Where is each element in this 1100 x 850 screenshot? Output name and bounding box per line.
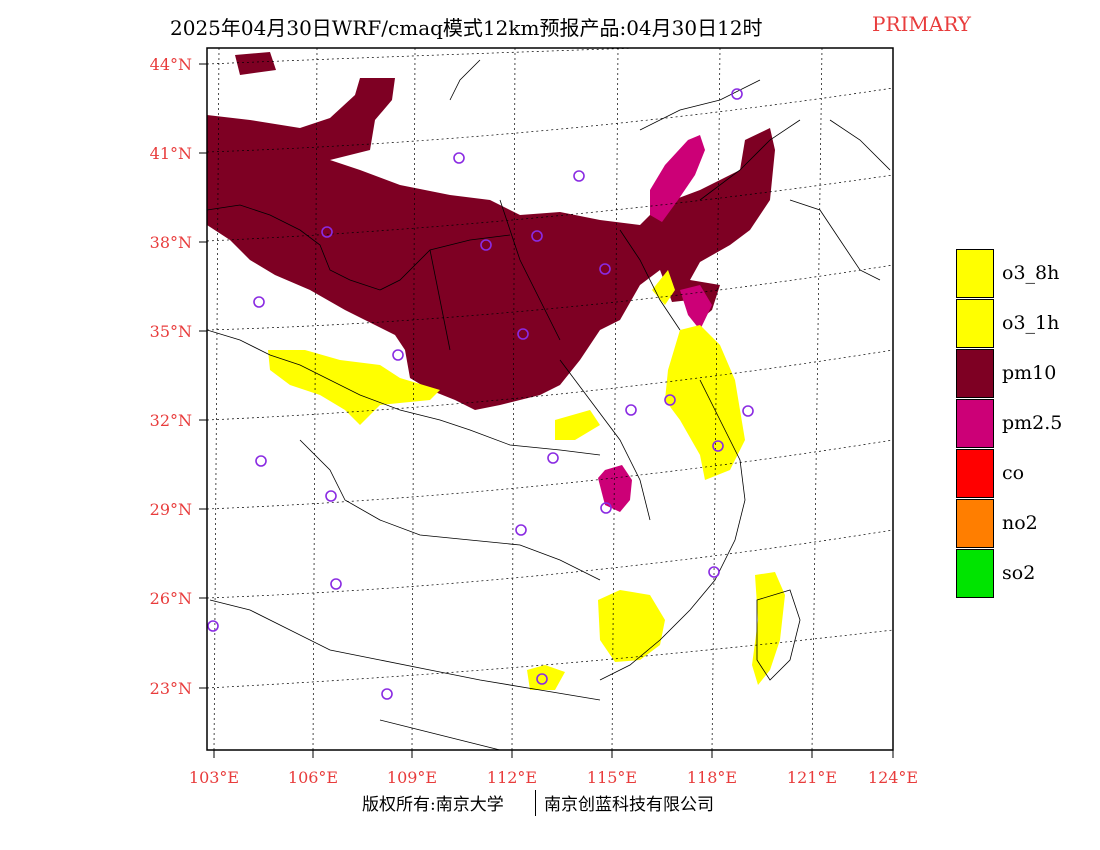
station-marker	[330, 578, 342, 590]
station-marker	[321, 226, 333, 238]
title-primary-tag: PRIMARY	[872, 12, 971, 36]
lat-tick-label: 23°N	[150, 679, 192, 698]
lon-tick-label: 103°E	[189, 768, 239, 787]
legend-label: pm2.5	[1002, 412, 1063, 434]
station-marker	[531, 230, 543, 242]
lon-tick-label: 115°E	[587, 768, 637, 787]
station-marker	[731, 88, 743, 100]
longitude-axis: 103°E 106°E 109°E 112°E 115°E 118°E 121°E 124°E	[189, 750, 918, 787]
legend-item-no2: no2	[956, 499, 1100, 549]
legend-label: co	[1002, 462, 1025, 484]
graticule	[207, 48, 893, 750]
legend-swatch	[956, 249, 994, 298]
legend-swatch	[956, 499, 994, 548]
station-marker	[381, 688, 393, 700]
station-marker	[536, 673, 548, 685]
o3-region-east	[665, 325, 745, 480]
legend-item-pm10: pm10	[956, 349, 1100, 399]
station-marker	[255, 455, 267, 467]
station-marker	[742, 405, 754, 417]
station-marker	[600, 502, 612, 514]
station-marker	[599, 263, 611, 275]
station-marker	[453, 152, 465, 164]
lat-tick-label: 29°N	[150, 500, 192, 519]
legend-item-pm25: pm2.5	[956, 399, 1100, 449]
station-marker	[253, 296, 265, 308]
legend-swatch	[956, 299, 994, 348]
station-marker	[712, 440, 724, 452]
o3-region-taiwan	[752, 572, 785, 685]
station-marker	[547, 452, 559, 464]
o3-region-south	[598, 590, 665, 662]
pm25-region-liaoning	[650, 135, 705, 222]
footer-separator	[535, 790, 536, 816]
map-plot-area	[207, 48, 893, 750]
footer-copyright: 版权所有:南京大学	[362, 795, 504, 815]
legend-swatch	[956, 449, 994, 498]
footer-company: 南京创蓝科技有限公司	[544, 795, 714, 815]
lon-tick-label: 121°E	[787, 768, 837, 787]
lat-tick-label: 41°N	[150, 144, 192, 163]
lat-tick-label: 38°N	[150, 233, 192, 252]
legend-label: no2	[1002, 512, 1038, 534]
station-marker	[392, 349, 404, 361]
lon-tick-label: 106°E	[288, 768, 338, 787]
lon-tick-label: 118°E	[687, 768, 737, 787]
legend-label: o3_1h	[1002, 312, 1060, 334]
plot-frame	[206, 47, 894, 751]
pm10-patch-top	[235, 52, 276, 75]
lon-tick-label: 112°E	[487, 768, 537, 787]
station-marker	[573, 170, 585, 182]
province-boundaries	[207, 59, 891, 750]
lon-tick-label: 109°E	[387, 768, 437, 787]
lat-tick-label: 32°N	[150, 411, 192, 430]
pm25-region-jiangxi	[598, 465, 632, 512]
legend-label: o3_8h	[1002, 262, 1060, 284]
station-marker	[515, 524, 527, 536]
lat-tick-label: 26°N	[150, 589, 192, 608]
legend-item-so2: so2	[956, 549, 1100, 599]
station-markers	[207, 88, 754, 700]
legend-item-o3_8h: o3_8h	[956, 249, 1100, 299]
title-main: 2025年04月30日WRF/cmaq模式12km预报产品:04月30日12时	[170, 16, 763, 40]
legend-swatch	[956, 399, 994, 448]
legend-swatch	[956, 349, 994, 398]
pm25-region-shandong	[680, 285, 712, 330]
lon-tick-label: 124°E	[868, 768, 918, 787]
o3-region-west	[268, 350, 440, 425]
legend-item-co: co	[956, 449, 1100, 499]
legend-swatch	[956, 549, 994, 598]
legend-label: so2	[1002, 562, 1036, 584]
station-marker	[517, 328, 529, 340]
station-marker	[480, 239, 492, 251]
latitude-axis: 44°N 41°N 38°N 35°N 32°N 29°N 26°N 23°N	[150, 55, 207, 698]
legend-label: pm10	[1002, 362, 1057, 384]
o3-patch-anhui	[555, 410, 600, 440]
legend-item-o3_1h: o3_1h	[956, 299, 1100, 349]
lat-tick-label: 35°N	[150, 322, 192, 341]
station-marker	[664, 394, 676, 406]
lat-tick-label: 44°N	[150, 55, 192, 74]
station-marker	[325, 490, 337, 502]
station-marker	[625, 404, 637, 416]
station-marker	[207, 620, 219, 632]
station-marker	[708, 566, 720, 578]
